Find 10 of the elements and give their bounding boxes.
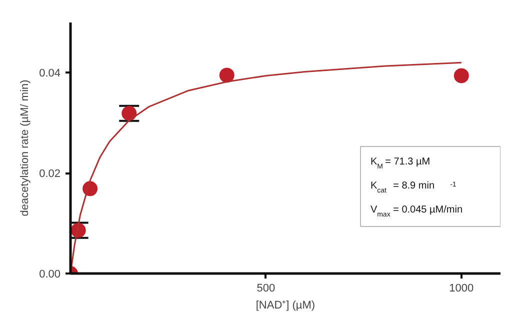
y-axis-title: deacetylation rate (µM/ min): [19, 80, 32, 216]
x-axis-title: [NAD⁺] (µM): [256, 300, 316, 312]
x-tick-label: 1000: [449, 282, 474, 294]
x-tick-label: 500: [256, 282, 276, 294]
y-tick-label: 0.02: [39, 168, 61, 180]
y-tick-label: 0.00: [39, 268, 61, 280]
y-tick-label: 0.04: [39, 68, 61, 80]
point: [122, 106, 137, 121]
point: [454, 68, 469, 84]
point: [219, 68, 234, 83]
